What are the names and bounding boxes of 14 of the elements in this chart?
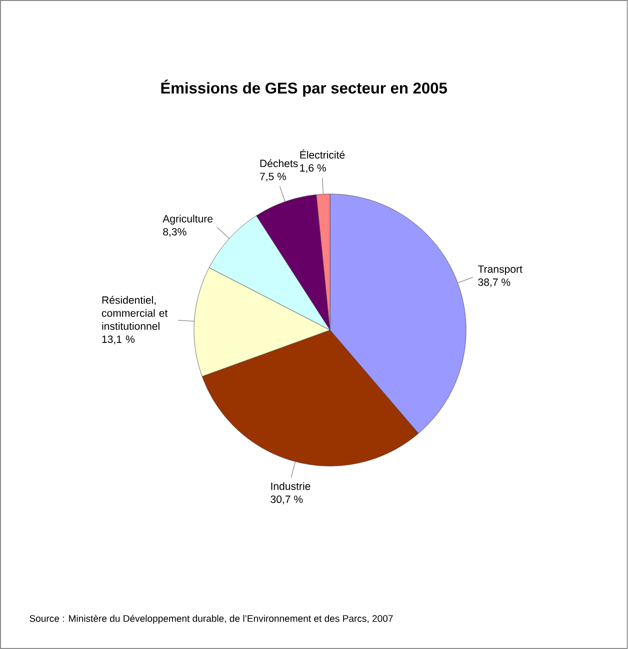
data-label: 1,6 % <box>300 164 326 173</box>
data-label: 7,5 % <box>260 172 286 182</box>
slice-label: Électricité <box>300 149 345 159</box>
source-note: Source : Ministère du Développement durable, de l’Environnement et des Parcs, 2007 <box>30 614 393 624</box>
slice-label: Résidentiel, commercial et institutionnel <box>102 296 168 330</box>
slice-label: Déchets <box>260 159 298 168</box>
data-label: 8,3% <box>163 228 186 237</box>
slice-label: Transport <box>478 265 522 275</box>
data-label: 38,7 % <box>478 278 510 288</box>
data-label: 30,7 % <box>270 496 303 504</box>
slice-label: Agriculture <box>162 214 213 225</box>
slice-label: Industrie <box>271 482 310 490</box>
data-label: 13,1 % <box>102 335 135 344</box>
chart-title: Émissions de GES par secteur en 2005 <box>161 80 448 97</box>
